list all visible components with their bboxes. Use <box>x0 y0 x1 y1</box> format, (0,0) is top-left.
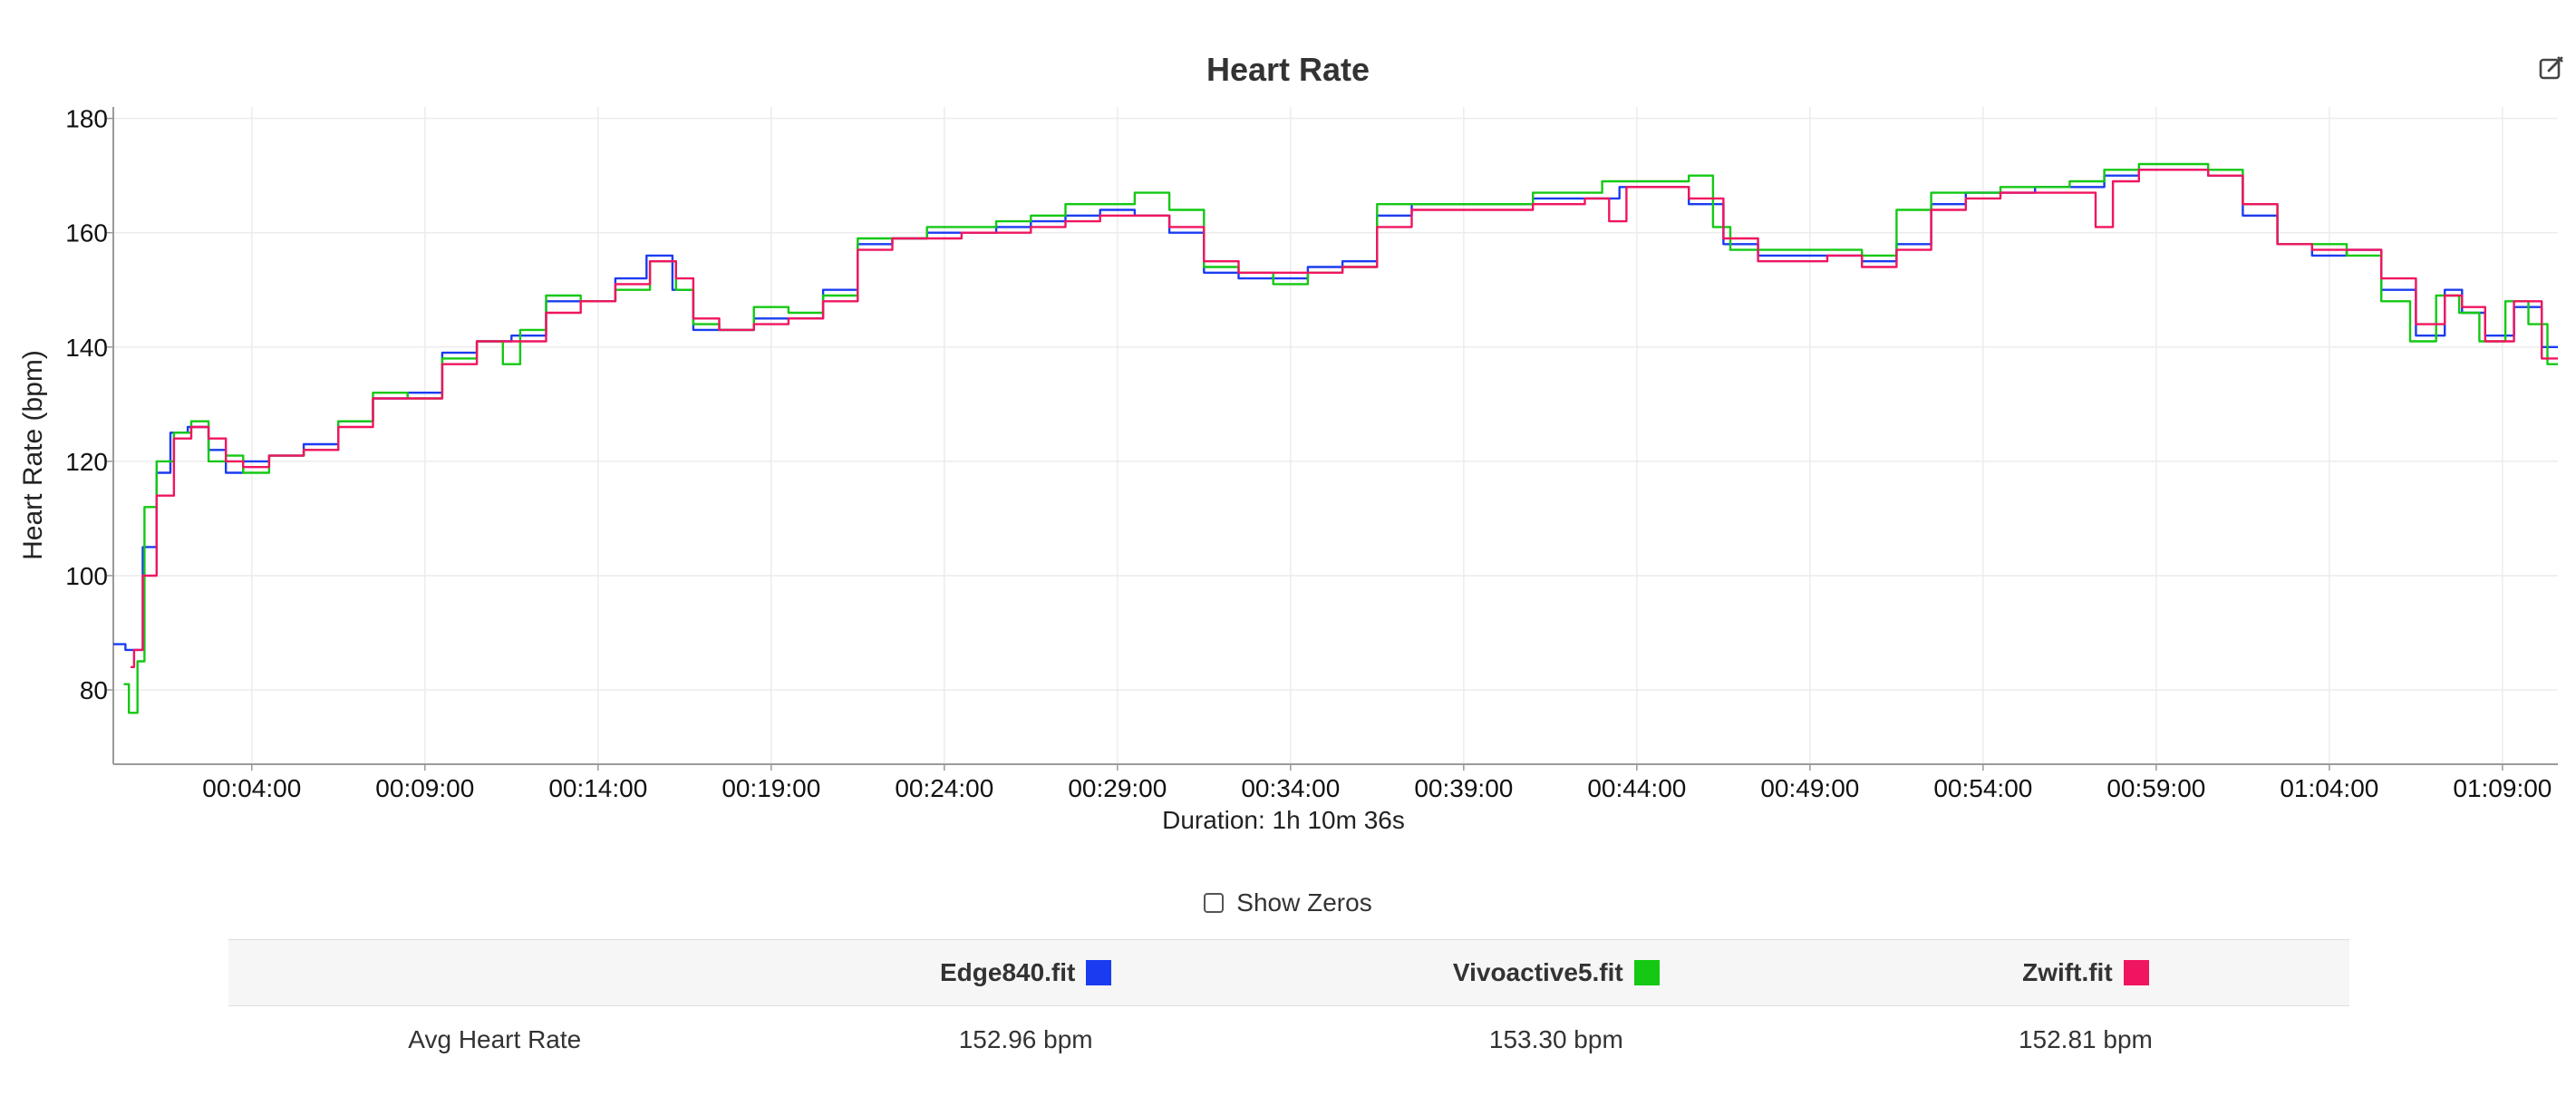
x-tick-label: 00:59:00 <box>2106 774 2205 802</box>
chart-title: Heart Rate <box>1206 51 1370 88</box>
x-tick-label: 00:29:00 <box>1068 774 1167 802</box>
chart-axes <box>112 107 2558 765</box>
y-axis-label: Heart Rate (bpm) <box>18 350 48 560</box>
zwift-color-swatch <box>2123 960 2149 985</box>
vivoactive5-avg-value: 153.30 bpm <box>1488 1025 1623 1053</box>
header-label: Vivoactive5.fit <box>1452 958 1623 986</box>
header-label: Zwift.fit <box>2022 958 2113 986</box>
edge840-color-swatch <box>1086 960 1112 985</box>
row-label: Avg Heart Rate <box>408 1025 582 1053</box>
table-row: Avg Heart Rate 152.96 bpm 153.30 bpm 152… <box>228 1006 2349 1074</box>
x-tick-label: 00:19:00 <box>721 774 820 802</box>
x-tick-label: 00:39:00 <box>1414 774 1513 802</box>
y-tick-label: 80 <box>80 676 108 704</box>
x-tick-label: 00:34:00 <box>1241 774 1340 802</box>
edit-icon[interactable] <box>2538 54 2565 82</box>
edge840-avg-value: 152.96 bpm <box>958 1025 1093 1053</box>
x-tick-label: 00:54:00 <box>1933 774 2032 802</box>
stats-header-empty <box>228 939 761 1006</box>
chart-grid <box>113 107 2558 764</box>
series-line-edge840 <box>113 169 2558 652</box>
series-line-vivoactive5 <box>123 162 2558 714</box>
x-axis-label: Duration: 1h 10m 36s <box>1162 806 1405 834</box>
x-tick-label: 00:49:00 <box>1760 774 1859 802</box>
stats-header-row: Edge840.fit Vivoactive5.fit Zwift.fit <box>228 939 2349 1006</box>
zwift-avg-value: 152.81 bpm <box>2018 1025 2153 1053</box>
x-tick-label: 00:24:00 <box>895 774 993 802</box>
chart-series <box>113 162 2558 714</box>
chart-ticks: 80 100 120 140 160 180 00:04:00 00:09:00 00:14:0… <box>65 105 2552 802</box>
y-tick-label: 180 <box>65 105 108 133</box>
y-tick-label: 160 <box>65 219 108 247</box>
vivoactive5-color-swatch <box>1633 960 1660 985</box>
x-tick-label: 00:14:00 <box>548 774 647 802</box>
heart-rate-chart: Heart Rate 80 100 120 140 160 180 00:04:00 00:0… <box>18 51 2558 834</box>
show-zeros-row: Show Zeros <box>0 888 2576 917</box>
x-tick-label: 00:09:00 <box>375 774 474 802</box>
y-tick-label: 100 <box>65 562 108 590</box>
header-label: Edge840.fit <box>939 958 1076 986</box>
y-tick-label: 140 <box>65 334 108 362</box>
stats-table: Edge840.fit Vivoactive5.fit Zwift.fit Av… <box>228 939 2349 1073</box>
stats-header-vivoactive5: Vivoactive5.fit <box>1290 939 1822 1006</box>
x-tick-label: 00:44:00 <box>1587 774 1686 802</box>
y-tick-label: 120 <box>65 448 108 476</box>
show-zeros-control[interactable]: Show Zeros <box>1204 888 1372 917</box>
x-tick-label: 00:04:00 <box>202 774 301 802</box>
stats-header-zwift: Zwift.fit <box>1821 939 2349 1006</box>
show-zeros-checkbox[interactable] <box>1204 893 1225 913</box>
show-zeros-label: Show Zeros <box>1236 888 1372 917</box>
x-tick-label: 01:04:00 <box>2280 774 2378 802</box>
x-tick-label: 01:09:00 <box>2453 774 2552 802</box>
stats-header-edge840: Edge840.fit <box>760 939 1291 1006</box>
series-line-zwift <box>131 169 2558 668</box>
